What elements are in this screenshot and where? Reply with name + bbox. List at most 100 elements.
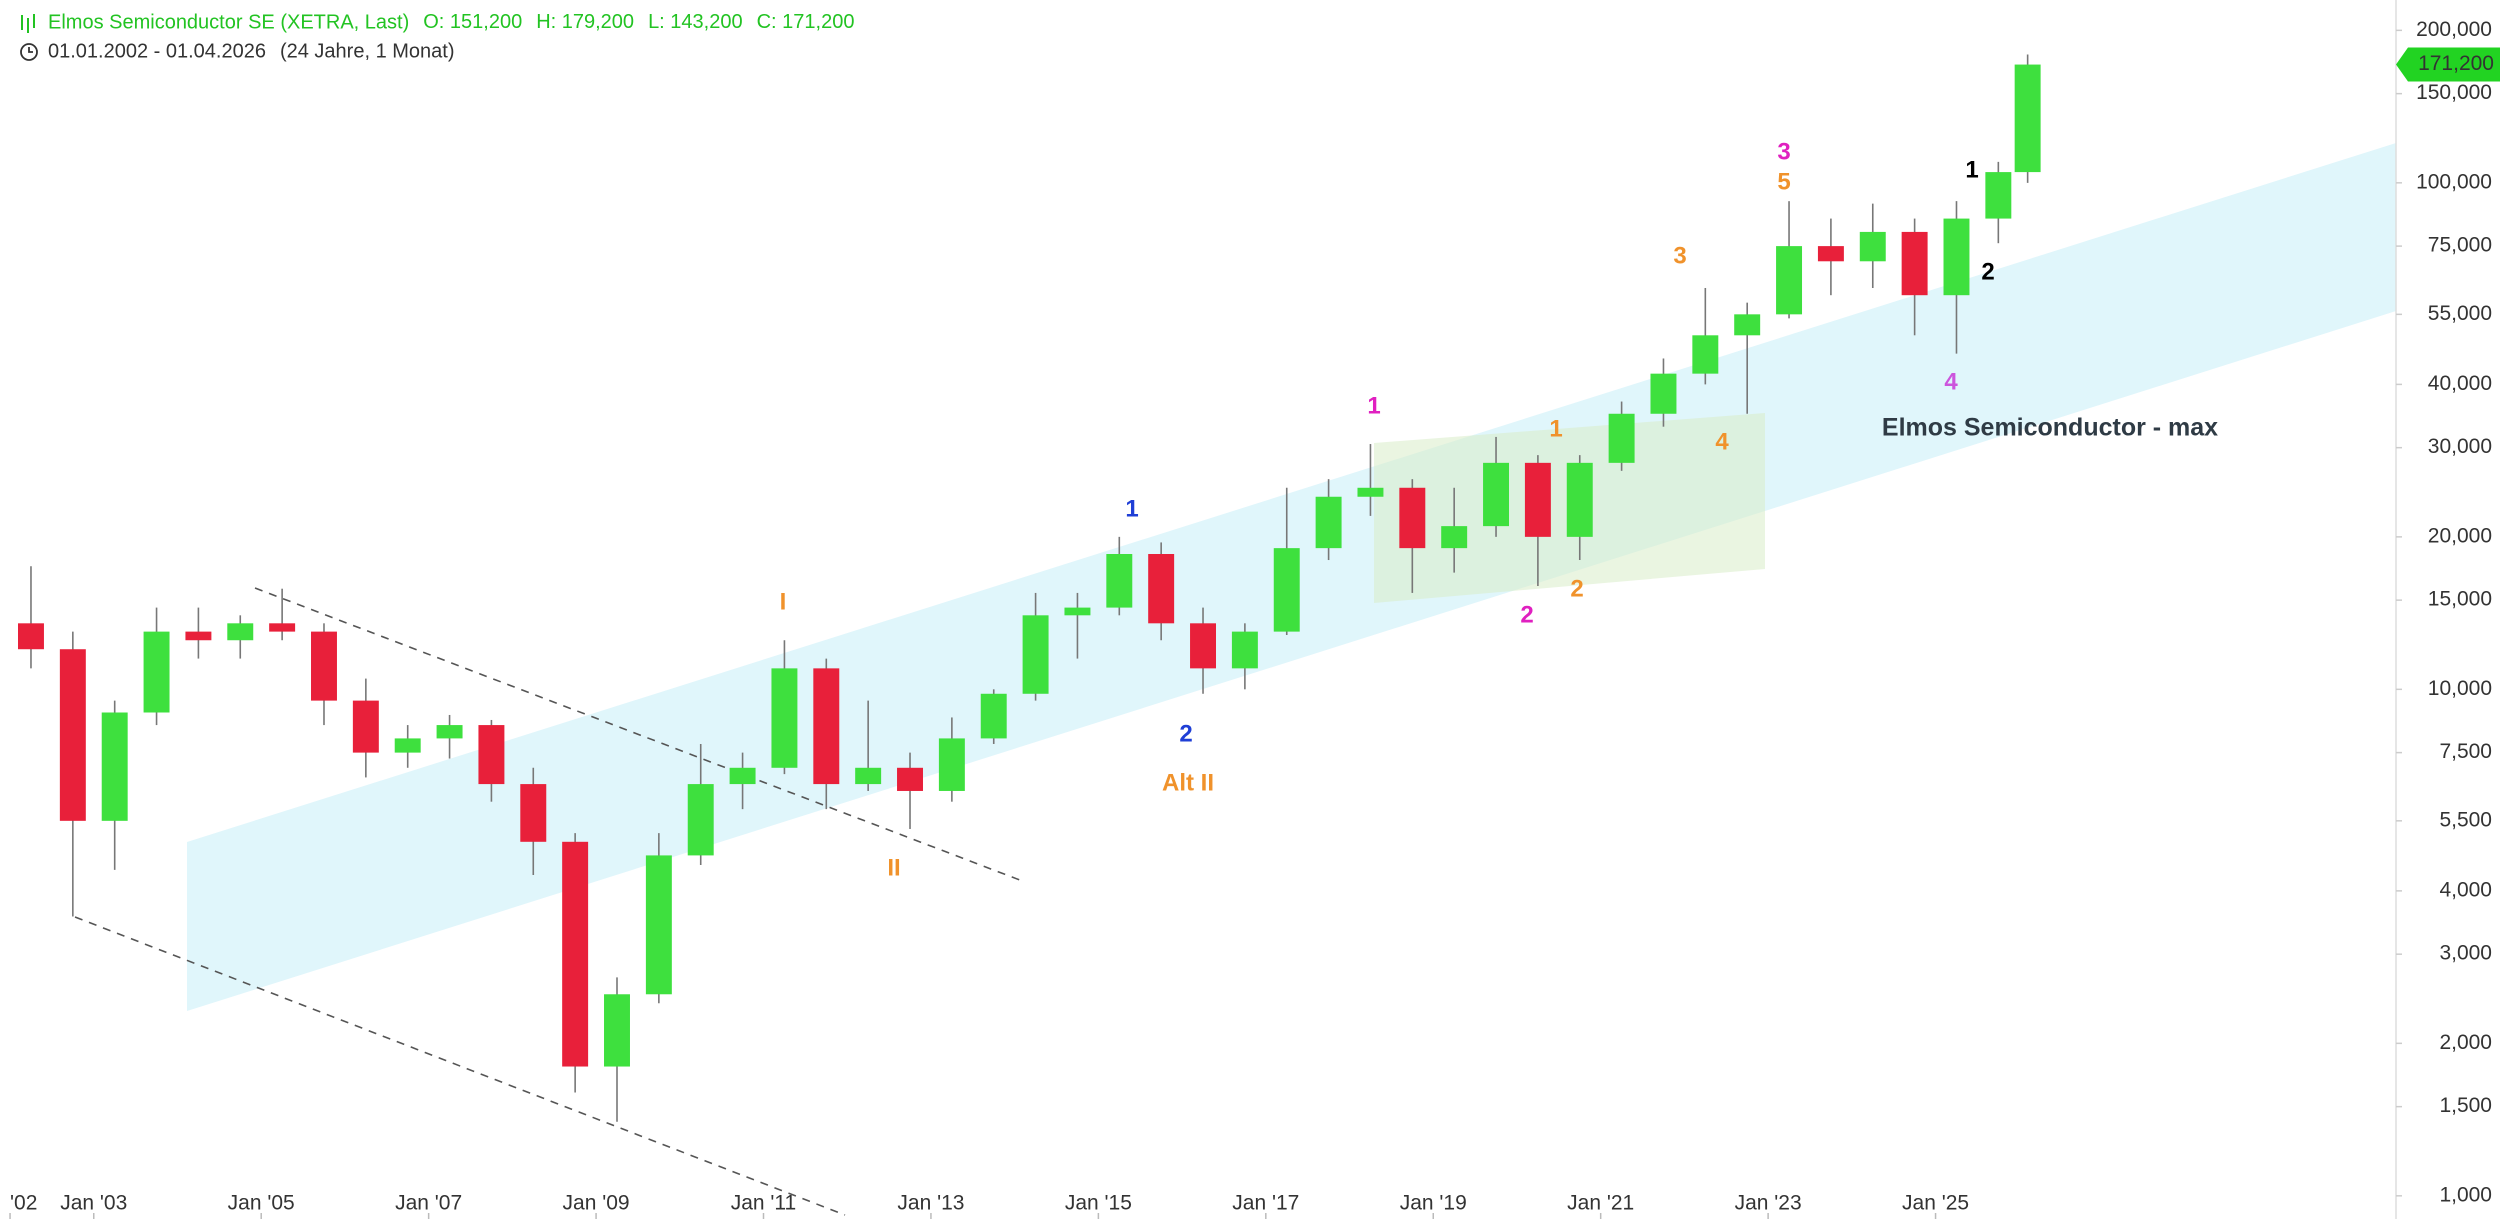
candle-body bbox=[729, 767, 756, 785]
wave-label: 1 bbox=[1367, 392, 1380, 419]
candle-body bbox=[645, 855, 672, 995]
ohlc-value: O: 151,200 bbox=[423, 11, 522, 33]
x-tick-label: Jan '25 bbox=[1902, 1192, 1969, 1215]
candle-body bbox=[1650, 373, 1677, 414]
y-tick-label: 2,000 bbox=[2439, 1031, 2492, 1054]
y-tick-label: 7,500 bbox=[2439, 740, 2492, 763]
candle-body bbox=[1483, 462, 1510, 527]
candle-body bbox=[604, 994, 630, 1067]
y-tick-label: 1,000 bbox=[2439, 1183, 2492, 1206]
y-tick-label: 55,000 bbox=[2428, 302, 2492, 325]
ohlc-value: C: 171,200 bbox=[757, 11, 855, 33]
candle-body bbox=[562, 841, 589, 1067]
candle-body bbox=[1106, 554, 1133, 608]
wave-label: 2 bbox=[1520, 601, 1533, 628]
chart-icon bbox=[21, 14, 35, 33]
candle-body bbox=[2014, 64, 2041, 173]
price-tag bbox=[2396, 47, 2500, 82]
duration: (24 Jahre, 1 Monat) bbox=[280, 40, 455, 62]
candle-body bbox=[1231, 631, 1258, 669]
header: Elmos Semiconductor SE (XETRA, Last) O: … bbox=[20, 11, 855, 62]
candle-body bbox=[17, 623, 44, 650]
wave-label: 4 bbox=[1944, 368, 1958, 395]
x-tick-label: Jan '19 bbox=[1400, 1192, 1467, 1215]
candle-body bbox=[1190, 623, 1216, 669]
candle-body bbox=[478, 725, 505, 785]
y-tick-label: 40,000 bbox=[2428, 372, 2492, 395]
trend-line bbox=[254, 587, 1026, 883]
candle-body bbox=[1817, 246, 1844, 262]
ohlc-value: L: 143,200 bbox=[648, 11, 743, 33]
trend-line bbox=[74, 916, 846, 1216]
x-tick-label: Jan '23 bbox=[1735, 1192, 1802, 1215]
y-tick-label: 3,000 bbox=[2439, 942, 2492, 965]
candle-body bbox=[1776, 246, 1803, 315]
wave-label: II bbox=[887, 854, 900, 881]
wave-label: 1 bbox=[1965, 156, 1978, 183]
wave-label: 1 bbox=[1549, 415, 1562, 442]
candle-body bbox=[227, 623, 254, 641]
candle-body bbox=[1064, 607, 1091, 616]
y-tick-label: 4,000 bbox=[2439, 878, 2492, 901]
y-tick-label: 100,000 bbox=[2416, 170, 2492, 193]
candle-body bbox=[59, 649, 86, 821]
date-range: 01.01.2002 - 01.04.2026 bbox=[48, 40, 266, 62]
candle-body bbox=[1148, 554, 1175, 624]
y-tick-label: 10,000 bbox=[2428, 677, 2492, 700]
y-tick-label: 200,000 bbox=[2416, 18, 2492, 41]
candle-body bbox=[1901, 231, 1928, 296]
y-tick-label: 150,000 bbox=[2416, 81, 2492, 104]
candle-body bbox=[1985, 172, 2012, 219]
candle-body bbox=[352, 700, 379, 753]
y-tick-label: 30,000 bbox=[2428, 435, 2492, 458]
wave-label: 3 bbox=[1777, 138, 1790, 165]
candle-body bbox=[101, 712, 128, 821]
price-tag-label: 171,200 bbox=[2418, 52, 2494, 75]
x-tick-label: Jan '07 bbox=[395, 1192, 462, 1215]
x-tick-label: Jan '11 bbox=[731, 1192, 797, 1215]
x-tick-label: Jan '09 bbox=[563, 1192, 630, 1215]
candle-body bbox=[855, 767, 882, 785]
y-tick-label: 5,500 bbox=[2439, 808, 2492, 831]
candle-body bbox=[687, 784, 714, 856]
candle-body bbox=[394, 738, 421, 753]
wave-label: 3 bbox=[1673, 242, 1686, 269]
candle-body bbox=[897, 767, 923, 791]
candle-body bbox=[1399, 487, 1426, 549]
candle-body bbox=[143, 631, 170, 713]
candle-body bbox=[436, 725, 463, 739]
x-tick-label: Jan '17 bbox=[1232, 1192, 1299, 1215]
wave-label: Alt II bbox=[1162, 769, 1214, 796]
x-tick-label: Jan '15 bbox=[1065, 1192, 1132, 1215]
candle-body bbox=[1022, 615, 1049, 694]
wave-label: 2 bbox=[1179, 720, 1192, 747]
candle-body bbox=[1943, 218, 1970, 296]
wave-label: 2 bbox=[1570, 575, 1583, 602]
candle-body bbox=[1734, 314, 1761, 336]
drawings bbox=[74, 143, 2396, 1216]
x-tick-label: Jan '21 bbox=[1567, 1192, 1634, 1215]
y-tick-label: 20,000 bbox=[2428, 524, 2492, 547]
candle-body bbox=[520, 784, 547, 842]
y-tick-label: 15,000 bbox=[2428, 588, 2492, 611]
wave-label: 1 bbox=[1125, 495, 1138, 522]
candle-body bbox=[1566, 462, 1593, 537]
candle-body bbox=[1692, 335, 1719, 374]
candle-body bbox=[1608, 413, 1635, 463]
watermark: Elmos Semiconductor - max bbox=[1882, 414, 2218, 442]
candle-body bbox=[311, 631, 337, 701]
candle-body bbox=[1859, 231, 1886, 262]
candle-body bbox=[813, 668, 840, 785]
wave-label: 2 bbox=[1981, 258, 1994, 285]
wave-label: 4 bbox=[1715, 428, 1729, 455]
candle-body bbox=[1524, 462, 1551, 537]
ohlc-value: H: 179,200 bbox=[536, 11, 634, 33]
x-tick-label: '02 bbox=[10, 1192, 37, 1215]
candle-body bbox=[1273, 548, 1300, 632]
clock-hands bbox=[28, 47, 33, 53]
x-tick-label: Jan '13 bbox=[897, 1192, 964, 1215]
wave-label: I bbox=[780, 588, 787, 615]
instrument-name: Elmos Semiconductor SE (XETRA, Last) bbox=[48, 11, 409, 33]
candle-body bbox=[1357, 487, 1384, 497]
